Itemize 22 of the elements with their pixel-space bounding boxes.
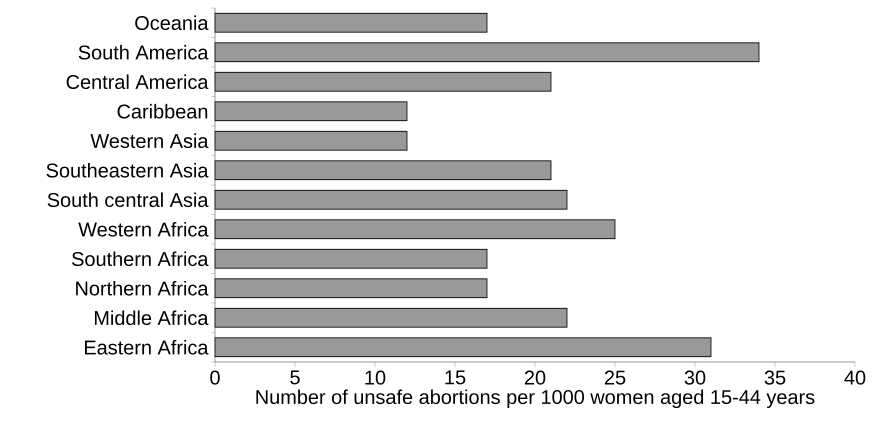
x-tick-label: 40 (844, 370, 866, 385)
y-tick-label: Eastern Africa (84, 340, 208, 355)
y-tick-label: Oceania (135, 15, 208, 30)
x-tick-label: 30 (684, 370, 706, 385)
y-tick-label: Southeastern Asia (46, 162, 208, 178)
y-tick-label: Middle Africa (94, 310, 208, 326)
x-tick-label: 15 (445, 370, 466, 384)
x-tick-label: 20 (524, 370, 546, 385)
y-tick-label: South central Asia (48, 192, 208, 208)
x-tick-label: 35 (764, 370, 786, 385)
y-tick-label: Southern Africa (72, 251, 208, 266)
x-axis-title: Number of unsafe abortions per 1000 women aged 15-44 years (256, 389, 814, 408)
y-tick-label: South America (78, 44, 208, 60)
y-tick-label: Central America (66, 74, 208, 90)
x-tick-label: 0 (210, 370, 220, 385)
y-tick-label: Western Africa (78, 222, 208, 237)
x-tick-label: 5 (290, 370, 300, 384)
y-tick-label: Caribbean (118, 104, 208, 119)
x-tick-label: 25 (604, 370, 626, 385)
x-tick-label: 10 (365, 370, 386, 385)
y-tick-label: Northern Africa (76, 280, 208, 296)
y-tick-label: Western Asia (90, 133, 208, 148)
